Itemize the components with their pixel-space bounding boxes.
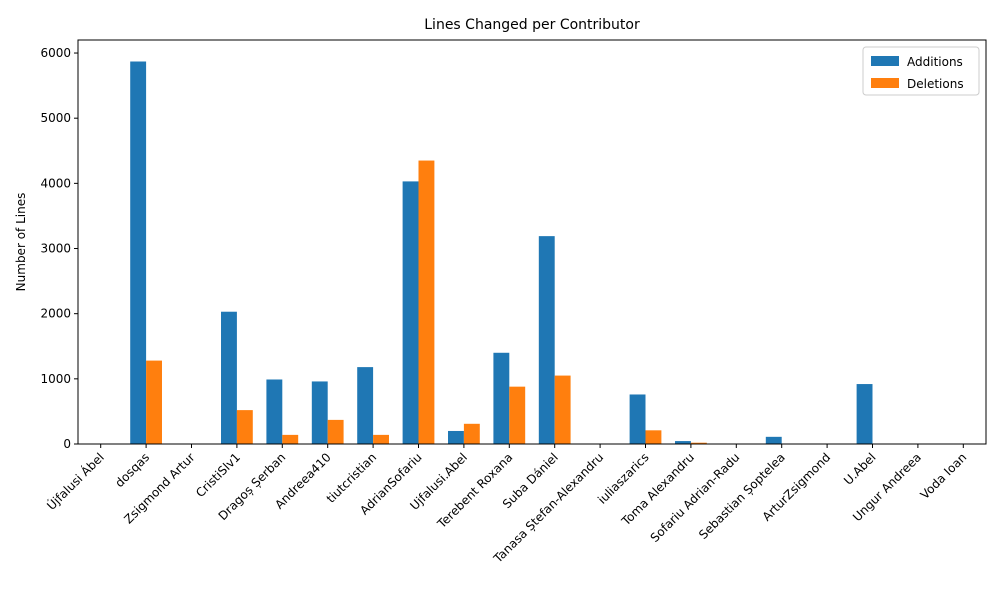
- bar-additions-8: [448, 430, 464, 444]
- legend-swatch-deletions: [871, 78, 899, 88]
- bar-deletions-10: [554, 375, 571, 444]
- bar-deletions-8: [463, 423, 480, 444]
- y-tick-label: 3000: [40, 242, 71, 256]
- bar-additions-4: [266, 379, 283, 444]
- bar-deletions-6: [373, 434, 389, 444]
- bar-additions-9: [493, 352, 510, 444]
- y-tick-label: 5000: [40, 111, 71, 125]
- legend: Additions Deletions: [862, 46, 980, 96]
- bar-additions-1: [130, 61, 147, 444]
- bar-deletions-7: [418, 160, 435, 444]
- bar-additions-6: [357, 367, 374, 444]
- bar-additions-10: [538, 236, 555, 444]
- y-tick-label: 2000: [40, 307, 71, 321]
- legend-swatch-additions: [871, 56, 899, 66]
- bar-deletions-3: [236, 410, 253, 444]
- y-tick-label: 4000: [40, 176, 71, 190]
- bar-deletions-12: [645, 430, 662, 444]
- y-tick-label: 0: [63, 437, 71, 451]
- bar-additions-12: [629, 394, 646, 444]
- legend-label-deletions: Deletions: [907, 77, 964, 91]
- y-axis: 0 1000 2000 3000 4000 5000 6000: [40, 46, 78, 451]
- bar-deletions-5: [327, 419, 344, 444]
- y-tick-label: 6000: [40, 46, 71, 60]
- bar-deletions-1: [146, 360, 162, 444]
- bar-additions-5: [311, 381, 328, 444]
- y-axis-title: Number of Lines: [14, 193, 28, 292]
- plot-frame: [77, 39, 987, 445]
- legend-label-additions: Additions: [907, 55, 963, 69]
- chart-title: Lines Changed per Contributor: [424, 17, 640, 33]
- bar-additions-17: [856, 384, 873, 444]
- bar-deletions-9: [509, 386, 526, 444]
- bar-deletions-4: [282, 434, 299, 444]
- bar-additions-15: [765, 436, 782, 444]
- bar-additions-3: [221, 311, 237, 444]
- y-tick-label: 1000: [40, 372, 71, 386]
- bar-additions-7: [402, 181, 419, 444]
- bar-additions-13: [675, 441, 691, 444]
- bars-group: [130, 61, 873, 444]
- bar-deletions-13: [690, 442, 707, 444]
